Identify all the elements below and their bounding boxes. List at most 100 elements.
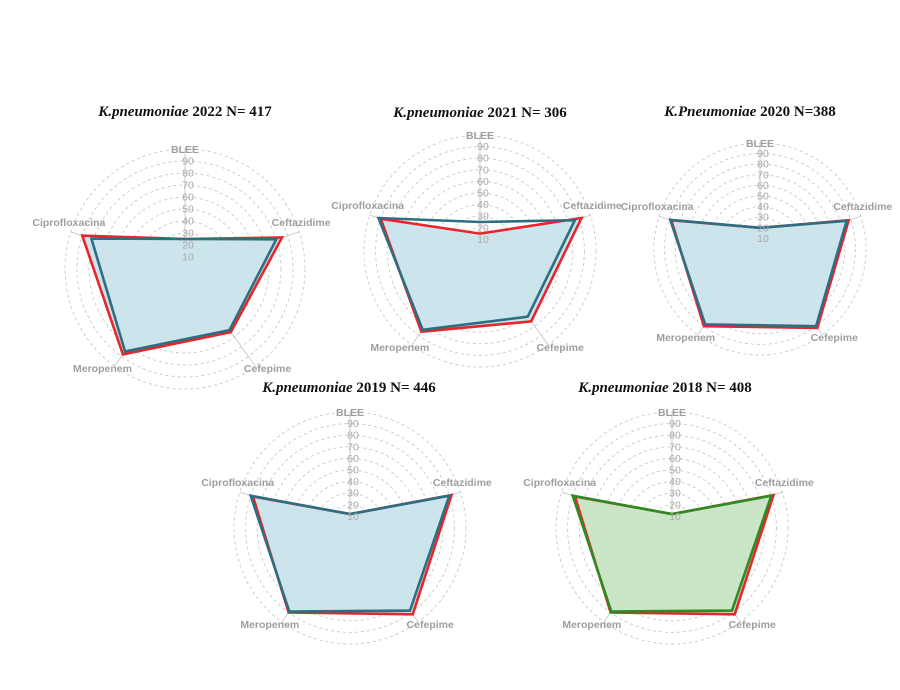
series-line-2 <box>89 237 279 354</box>
radar-panel-2021: K.pneumoniae 2021 N= 306 10 20 30 40 50 60 70 8… <box>315 105 645 390</box>
tick-label: 90 <box>182 156 194 168</box>
axis-label: Ciprofloxacina <box>621 201 694 213</box>
tick-label: 20 <box>182 240 194 252</box>
grid-ring <box>386 157 574 345</box>
tick-label: 60 <box>757 180 769 192</box>
chart-title-organism: K.Pneumoniae <box>664 104 757 120</box>
axis-label: Ceftazidime <box>272 217 331 229</box>
chart-title-detail: 2019 N= 446 <box>352 380 436 396</box>
axis-label: Ciprofloxacina <box>32 217 105 229</box>
series-line-2 <box>248 494 452 613</box>
tick-label: 50 <box>669 465 681 477</box>
tick-label: 50 <box>477 188 489 200</box>
chart-title-detail: 2018 N= 408 <box>668 380 752 396</box>
chart-title-organism: K.pneumoniae <box>393 105 484 121</box>
axis-label: Meropenem <box>370 342 429 354</box>
axis-label: Ciprofloxacina <box>201 477 274 489</box>
axis-label: BLEE <box>171 144 199 156</box>
series-line-2 <box>668 218 849 328</box>
tick-label: 60 <box>347 453 359 465</box>
axis-label: BLEE <box>658 407 686 419</box>
tick-label: 70 <box>477 164 489 176</box>
tick-label: 60 <box>669 453 681 465</box>
tick-label: 70 <box>182 180 194 192</box>
tick-label: 80 <box>477 153 489 165</box>
axis-label: Cefepime <box>244 363 291 375</box>
axis-label: Meropenem <box>656 332 715 344</box>
tick-label: 40 <box>669 476 681 488</box>
tick-label: 30 <box>757 212 769 224</box>
tick-label: 80 <box>347 430 359 442</box>
tick-label: 60 <box>182 192 194 204</box>
series-line-2 <box>376 216 577 332</box>
chart-title-detail: 2021 N= 306 <box>483 105 567 121</box>
chart-title-detail: 2022 N= 417 <box>188 104 272 120</box>
tick-label: 10 <box>182 252 194 264</box>
tick-label: 70 <box>347 441 359 453</box>
series-fill <box>380 218 582 332</box>
tick-label: 40 <box>477 199 489 211</box>
chart-title-detail: 2020 N=388 <box>756 104 836 120</box>
axis-label: Cefepime <box>407 619 454 631</box>
chart-title: K.pneumoniae 2018 N= 408 <box>495 380 835 397</box>
tick-label: 30 <box>669 488 681 500</box>
tick-label: 70 <box>757 169 769 181</box>
radar-panel-2020: K.Pneumoniae 2020 N=388 10 20 30 40 50 60 70 80… <box>600 104 900 374</box>
tick-label: 90 <box>477 141 489 153</box>
axis-label: BLEE <box>746 138 774 150</box>
tick-label: 20 <box>347 499 359 511</box>
tick-label: 90 <box>347 418 359 430</box>
chart-title: K.pneumoniae 2019 N= 446 <box>184 380 514 397</box>
radar-panel-2018: K.pneumoniae 2018 N= 408 10 20 30 40 50 60 70 8… <box>495 380 835 670</box>
tick-label: 50 <box>347 465 359 477</box>
series-fill <box>574 495 774 615</box>
tick-label: 40 <box>757 201 769 213</box>
axis-label: BLEE <box>336 407 364 419</box>
axis-label: Meropenem <box>240 619 299 631</box>
tick-label: 20 <box>669 499 681 511</box>
axis-label: Cefepime <box>537 342 584 354</box>
tick-label: 20 <box>477 222 489 234</box>
grid-ring <box>100 184 270 354</box>
tick-label: 30 <box>182 228 194 240</box>
tick-label: 50 <box>757 191 769 203</box>
tick-label: 10 <box>347 511 359 523</box>
grid-ring <box>567 423 777 633</box>
tick-label: 10 <box>757 233 769 245</box>
axis-label: Ceftazidime <box>433 477 492 489</box>
chart-title: K.Pneumoniae 2020 N=388 <box>600 104 900 121</box>
chart-title: K.pneumoniae 2021 N= 306 <box>315 105 645 122</box>
tick-label: 40 <box>347 476 359 488</box>
chart-title-organism: K.pneumoniae <box>98 104 189 120</box>
axis-label: Ciprofloxacina <box>523 477 596 489</box>
tick-label: 20 <box>757 222 769 234</box>
chart-title: K.pneumoniae 2022 N= 417 <box>20 104 350 121</box>
grid-ring <box>375 146 585 356</box>
tick-label: 90 <box>669 418 681 430</box>
tick-label: 50 <box>182 204 194 216</box>
axis-label: Ceftazidime <box>563 200 622 212</box>
axis-label: Meropenem <box>562 619 621 631</box>
axis-label: BLEE <box>466 130 494 142</box>
tick-label: 80 <box>669 430 681 442</box>
axis-label: Ceftazidime <box>755 477 814 489</box>
axis-label: Ceftazidime <box>833 201 892 213</box>
grid-ring <box>256 434 444 622</box>
radar-panel-2022: K.pneumoniae 2022 N= 417 10 20 30 40 50 60 70 8… <box>20 104 350 394</box>
grid-ring <box>664 153 856 345</box>
tick-label: 60 <box>477 176 489 188</box>
tick-label: 40 <box>182 216 194 228</box>
tick-label: 70 <box>669 441 681 453</box>
chart-title-organism: K.pneumoniae <box>578 380 669 396</box>
chart-title-organism: K.pneumoniae <box>262 380 353 396</box>
series-line-2 <box>570 494 774 613</box>
grid-ring <box>245 423 455 633</box>
series-line-1 <box>80 234 285 356</box>
axis-label: Cefepime <box>811 332 858 344</box>
tick-label: 10 <box>669 511 681 523</box>
